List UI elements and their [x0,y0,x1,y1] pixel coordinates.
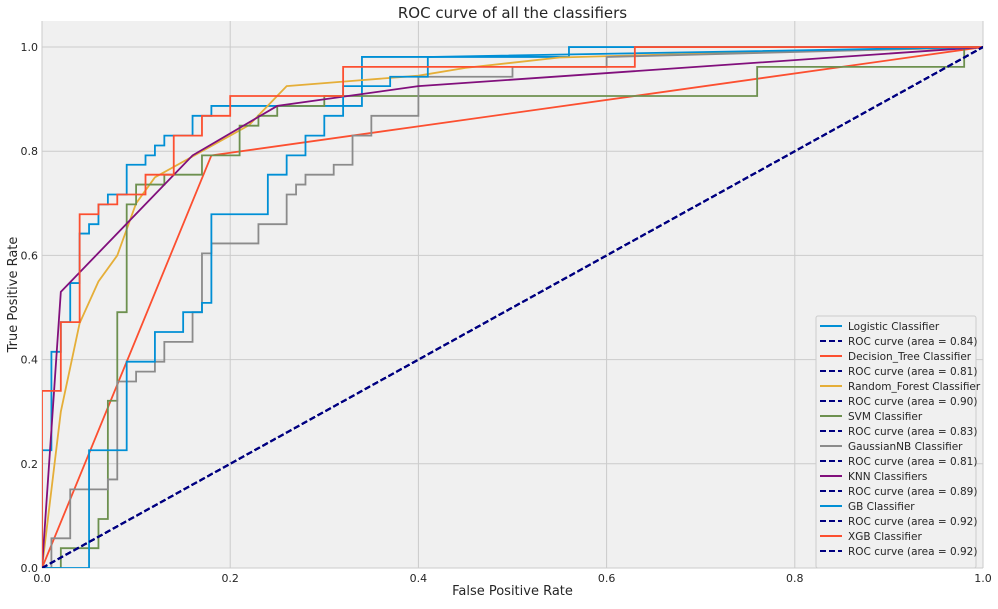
series-line-15 [42,46,983,568]
legend-label: ROC curve (area = 0.92) [848,546,977,558]
tick-labels: 0.0 0.2 0.4 0.6 0.8 1.0 0.0 0.2 0.4 0.6 0.8 1.0 [21,41,992,585]
legend-label: XGB Classifier [848,531,922,543]
y-tick-label: 0.6 [21,249,39,262]
legend-box [815,315,977,569]
series-layer [42,46,983,568]
series-line-6 [42,46,983,568]
y-tick-label: 0.0 [21,562,39,575]
x-tick-label: 0.8 [786,572,804,585]
legend-label: KNN Classifiers [848,471,927,483]
x-tick-label: 0.0 [33,572,51,585]
x-tick-label: 0.6 [598,572,616,585]
chart-title: ROC curve of all the classifiers [398,4,627,22]
legend-label: ROC curve (area = 0.83) [848,426,977,438]
legend-label: ROC curve (area = 0.81) [848,366,977,378]
series-line-14 [42,46,983,568]
legend-label: ROC curve (area = 0.90) [848,396,977,408]
legend-label: SVM Classifier [848,411,923,423]
series-line-10 [42,46,983,568]
legend-label: ROC curve (area = 0.89) [848,486,977,498]
legend-label: Logistic Classifier [848,321,940,333]
series-line-12 [42,46,983,568]
legend-label: GB Classifier [848,501,915,513]
legend-label: Random_Forest Classifier [848,381,981,393]
x-tick-label: 0.2 [221,572,239,585]
legend-label: ROC curve (area = 0.81) [848,456,977,468]
y-axis-label: True Positive Rate [6,237,21,354]
legend: Logistic Classifier ROC curve (area = 0.8… [815,315,981,569]
legend-label: GaussianNB Classifier [848,441,963,453]
y-tick-label: 1.0 [21,41,39,54]
y-tick-label: 0.4 [21,354,39,367]
y-tick-label: 0.2 [21,458,39,471]
legend-label: ROC curve (area = 0.92) [848,516,977,528]
x-axis-label: False Positive Rate [452,584,573,599]
x-tick-label: 0.4 [410,572,428,585]
legend-label: ROC curve (area = 0.84) [848,336,977,348]
x-tick-label: 1.0 [974,572,992,585]
legend-label: Decision_Tree Classifier [848,351,972,363]
y-tick-label: 0.8 [21,145,39,158]
